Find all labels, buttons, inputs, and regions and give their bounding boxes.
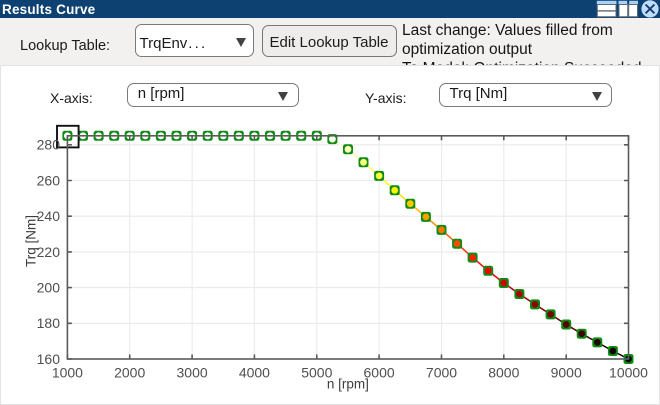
svg-text:5000: 5000 — [301, 365, 332, 381]
svg-text:220: 220 — [37, 244, 61, 260]
svg-text:2000: 2000 — [114, 365, 145, 381]
svg-text:240: 240 — [37, 208, 61, 224]
svg-text:4000: 4000 — [239, 365, 270, 381]
svg-text:3000: 3000 — [177, 365, 208, 381]
svg-text:7000: 7000 — [426, 365, 457, 381]
svg-text:200: 200 — [37, 280, 61, 296]
svg-text:8000: 8000 — [488, 365, 519, 381]
svg-text:n [rpm]: n [rpm] — [327, 376, 369, 391]
svg-text:10000: 10000 — [609, 365, 648, 381]
svg-text:1000: 1000 — [52, 365, 83, 381]
svg-text:160: 160 — [37, 351, 61, 367]
svg-text:6000: 6000 — [364, 365, 395, 381]
svg-text:280: 280 — [37, 137, 61, 153]
svg-text:260: 260 — [37, 172, 61, 188]
svg-text:180: 180 — [37, 315, 61, 331]
svg-text:9000: 9000 — [551, 365, 582, 381]
svg-text:Trq [Nm]: Trq [Nm] — [24, 215, 39, 267]
